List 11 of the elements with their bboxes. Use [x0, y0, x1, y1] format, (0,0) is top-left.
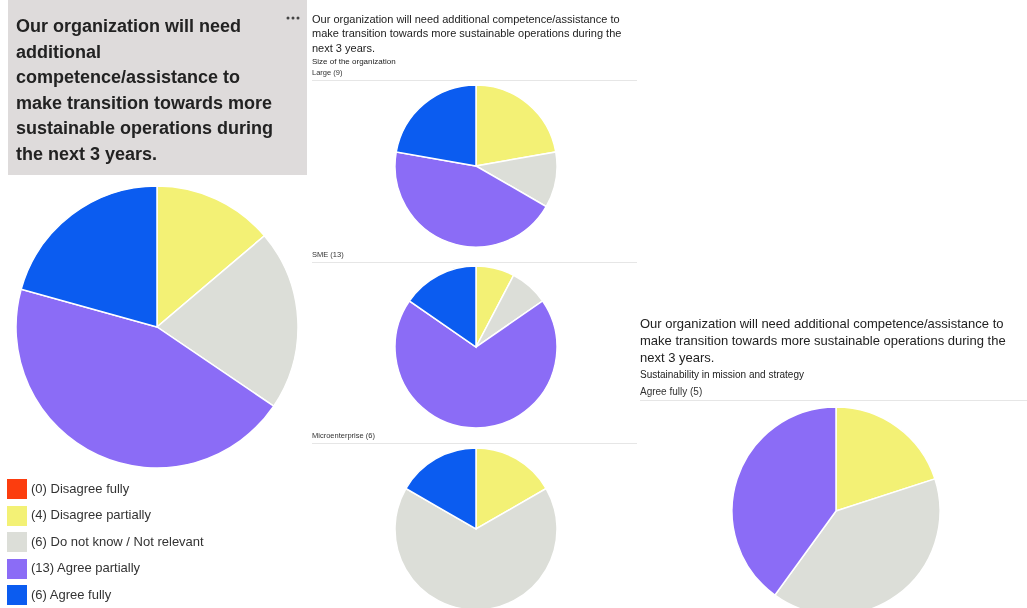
legend-label: (13) Agree partially — [31, 560, 141, 575]
chart-title: Our organization will need additional competence/assistance to make transition towards more sustainable operations during the next 3 years. — [16, 15, 275, 166]
text: Size of the organization — [312, 56, 397, 66]
chart-title: Agree fully (5) — [640, 386, 1027, 401]
text: Our organization will need additional competence/assistance to make transition towards more sustainable operations during the next 3 years. — [640, 316, 1007, 367]
legend-label: (6) Do not know / Not relevant — [31, 533, 204, 549]
legend-label: (6) Agree fully — [31, 586, 112, 602]
legend-label: (4) Disagree partially — [31, 507, 151, 522]
legend-label: (0) Disagree fully — [31, 480, 130, 496]
text: Sustainability in mission and strategy — [640, 368, 805, 380]
text: Our organization will need additional competence/assistance to make transition towards more sustainable operations during the next 3 years. — [312, 12, 623, 55]
